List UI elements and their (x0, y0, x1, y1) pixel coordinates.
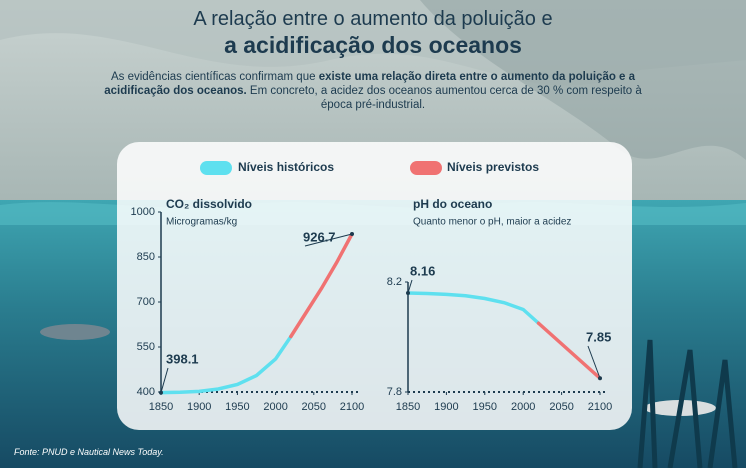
description-part: Em concreto, a acidez dos oceanos aument… (246, 85, 642, 111)
point (406, 291, 410, 295)
x-tick-label: 2000 (263, 401, 287, 413)
line-series (159, 334, 293, 395)
label-pointer (587, 345, 601, 379)
data-label: 8.16 (410, 263, 435, 278)
line-series (406, 291, 541, 325)
line-series (289, 232, 354, 339)
x-tick-label: 1950 (225, 401, 249, 413)
x-tick-label: 1900 (187, 401, 211, 413)
x-tick-label: 1950 (473, 401, 497, 413)
description-part: existe uma relação direta entre o aument… (104, 71, 636, 97)
legend-swatch (200, 161, 232, 175)
x-tick-label: 1900 (434, 401, 458, 413)
x-tick-label: 2050 (302, 401, 326, 413)
y-tick-label: 700 (137, 296, 155, 308)
legend-label: Níveis previstos (447, 160, 539, 174)
x-tick-label: 2100 (340, 401, 364, 413)
title: A relação entre o aumento da poluição e (193, 8, 553, 30)
y-tick-label: 550 (137, 341, 155, 353)
x-tick-label: 1850 (396, 401, 420, 413)
y-tick-label: 400 (137, 386, 155, 398)
chart-subtitle: Microgramas/kg (166, 217, 237, 228)
fish (40, 324, 110, 340)
y-tick-label: 850 (137, 251, 155, 263)
point (598, 376, 602, 381)
label-pointer (304, 233, 353, 247)
label-pointer (160, 367, 169, 393)
chart-subtitle: Quanto menor o pH, maior a acidez (413, 217, 571, 228)
description-part: As evidências científicas confirmam que (110, 71, 319, 83)
chart-title: CO₂ dissolvido (166, 197, 252, 211)
x-tick-label: 2000 (511, 401, 535, 413)
chart-title: pH do oceano (413, 197, 492, 211)
label-pointer (407, 279, 413, 294)
point (350, 231, 354, 236)
legend-label: Níveis históricos (238, 160, 334, 174)
y-tick-label: 1000 (131, 206, 155, 218)
point (159, 390, 163, 395)
data-label: 926.7 (303, 229, 336, 244)
smoke (420, 0, 746, 160)
legend-swatch (410, 161, 442, 175)
x-tick-label: 1850 (149, 401, 173, 413)
y-tick-label: 8.2 (387, 276, 402, 288)
title: a acidificação dos oceanos (224, 32, 522, 58)
data-label: 398.1 (166, 351, 199, 366)
y-tick-label: 7.8 (387, 386, 402, 398)
data-label: 7.85 (586, 329, 611, 344)
x-tick-label: 2100 (588, 401, 612, 413)
panel (117, 142, 632, 430)
source: Fonte: PNUD e Nautical News Today. (14, 447, 164, 457)
coral (637, 339, 738, 468)
x-tick-label: 2050 (549, 401, 573, 413)
line-series (536, 321, 602, 380)
description: As evidências científicas confirmam que … (95, 70, 651, 112)
